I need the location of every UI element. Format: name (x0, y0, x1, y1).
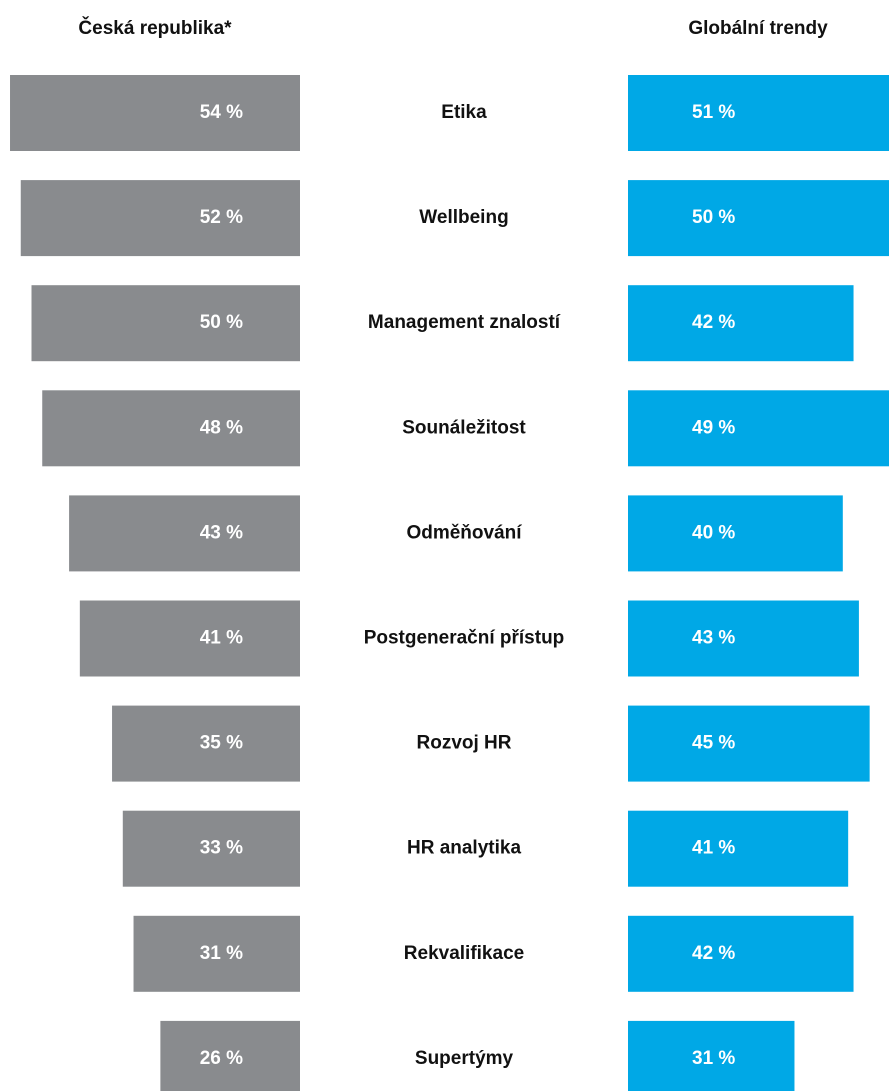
category-label: Rozvoj HR (417, 733, 512, 754)
value-label-left: 52 % (200, 207, 243, 228)
bar-right (628, 180, 889, 257)
category-label: Supertýmy (415, 1048, 514, 1069)
bar-right (628, 75, 889, 151)
bar-right (628, 810, 849, 887)
value-label-left: 41 % (200, 628, 243, 649)
value-label-right: 42 % (692, 943, 735, 964)
category-label: Etika (441, 102, 487, 123)
value-label-right: 43 % (692, 628, 735, 649)
category-label: Management znalostí (368, 312, 561, 333)
category-label: HR analytika (407, 838, 521, 859)
value-label-right: 31 % (692, 1048, 735, 1069)
bar-right (628, 705, 870, 782)
value-label-right: 42 % (692, 312, 735, 333)
value-label-left: 31 % (200, 943, 243, 964)
value-label-right: 40 % (692, 522, 735, 543)
value-label-left: 26 % (200, 1048, 243, 1069)
bar-left (79, 600, 300, 677)
value-label-right: 41 % (692, 838, 735, 859)
bar-right (628, 915, 854, 992)
value-label-right: 51 % (692, 102, 735, 123)
bar-left (69, 495, 300, 572)
bar-left (10, 75, 301, 151)
category-label: Wellbeing (419, 207, 508, 228)
bar-right (628, 285, 854, 362)
legend-right: Globální trendy (688, 18, 828, 39)
bar-left (20, 180, 300, 257)
bar-right (628, 390, 889, 467)
value-label-left: 43 % (200, 522, 243, 543)
legend-left: Česká republika* (78, 17, 232, 39)
bar-left (31, 285, 300, 362)
value-label-right: 50 % (692, 207, 735, 228)
bar-left (42, 390, 301, 467)
bar-left (133, 915, 300, 992)
category-label: Odměňování (406, 522, 522, 543)
value-label-right: 45 % (692, 733, 735, 754)
value-label-left: 35 % (200, 733, 243, 754)
category-label: Postgenerační přístup (364, 628, 565, 649)
bar-right (628, 495, 843, 572)
bar-right (628, 1020, 795, 1091)
value-label-left: 54 % (200, 102, 243, 123)
category-label: Rekvalifikace (404, 943, 524, 964)
bar-left (160, 1020, 300, 1091)
bar-left (112, 705, 300, 782)
value-label-right: 49 % (692, 417, 735, 438)
value-label-left: 48 % (200, 417, 243, 438)
value-label-left: 50 % (200, 312, 243, 333)
value-label-left: 33 % (200, 838, 243, 859)
bar-left (122, 810, 300, 887)
category-label: Sounáležitost (402, 417, 526, 438)
bar-right (628, 600, 859, 677)
